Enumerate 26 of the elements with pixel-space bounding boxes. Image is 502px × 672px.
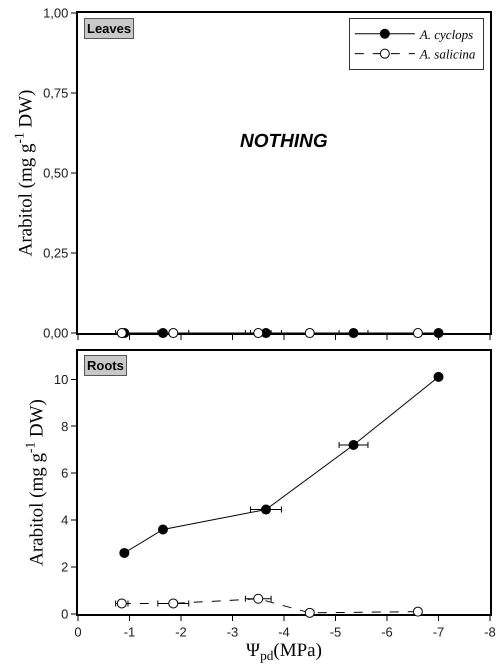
- y-tick-label: 0,00: [43, 326, 68, 341]
- y-tick-label: 10: [54, 372, 68, 387]
- x-tick-label: 0: [74, 624, 82, 640]
- x-tick-label: -4: [278, 624, 290, 640]
- y-tick-label: 0,25: [43, 246, 68, 261]
- annotation: Leaves: [87, 21, 132, 36]
- legend-label: A. cyclops: [418, 26, 474, 42]
- annotation: Roots: [87, 358, 124, 373]
- x-tick-label: -5: [330, 624, 342, 640]
- y-tick-label: 8: [61, 418, 68, 434]
- y-tick-label: 0,50: [43, 166, 68, 181]
- x-tick-label: -6: [381, 624, 393, 640]
- y-tick-label: 1,00: [43, 6, 68, 21]
- y-tick-label: 6: [61, 466, 68, 481]
- x-axis-title: Ψ$_{pd}$(MPa): [246, 640, 322, 663]
- y-tick-label: 2: [61, 560, 68, 575]
- x-tick-label: -8: [484, 624, 496, 640]
- y-tick-label: 4: [61, 512, 68, 528]
- y-tick-label: 0: [61, 606, 68, 622]
- annotation: NOTHING: [240, 131, 328, 152]
- y-tick-label: 0,75: [43, 86, 68, 101]
- x-tick-label: -7: [432, 624, 444, 640]
- x-tick-label: -3: [226, 624, 238, 640]
- x-tick-label: -2: [175, 624, 187, 640]
- legend-label: A. salicina: [418, 46, 476, 62]
- x-tick-label: -1: [124, 624, 136, 640]
